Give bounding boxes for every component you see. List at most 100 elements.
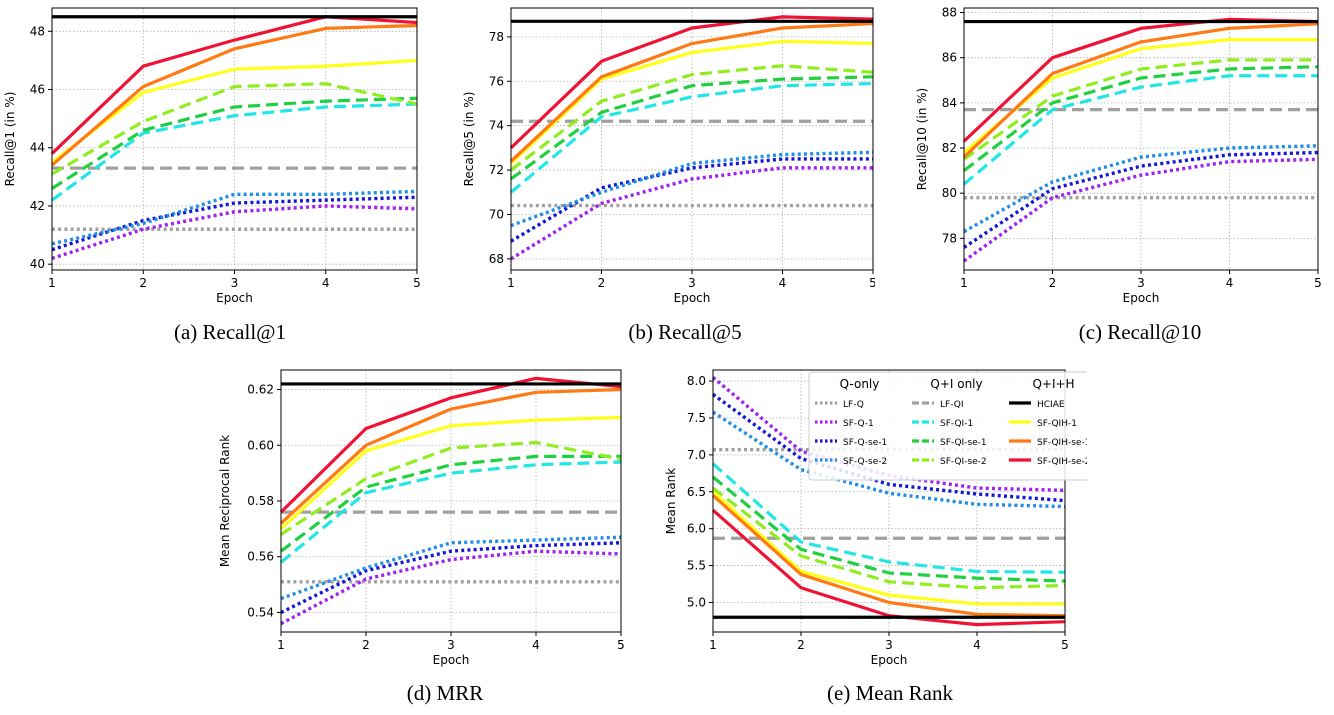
legend: Q-only LF-Q SF-Q-1 SF-Q-se-1 SF-Q-se-2 Q+I on… — [808, 371, 1110, 481]
chart-recall-at-10: 1 2 3 4 5 78 80 82 84 86 88 Epoch Recall@10 (in %) — [915, 6, 1322, 305]
x-tick-label: 3 — [885, 638, 893, 652]
x-tick-label: 4 — [322, 276, 330, 290]
legend-entry-label: SF-QI-se-2 — [940, 457, 987, 467]
series-line-sf-qih-se-2 — [509, 15, 874, 150]
caption-recall-at-5: (b) Recall@5 — [628, 320, 742, 344]
x-tick-label: 1 — [960, 276, 968, 290]
y-axis-label: Recall@5 (in %) — [462, 92, 476, 187]
y-tick-label: 0.54 — [247, 605, 274, 619]
series-line-sf-qih-se-2 — [279, 376, 622, 514]
chart-panel-mrr: 1 2 3 4 5 0.54 0.56 0.58 0.60 0.62 Epoch Mean Recip… — [205, 360, 635, 682]
y-tick-label: 6.0 — [687, 522, 706, 536]
caption-recall-at-1: (a) Recall@1 — [173, 320, 287, 344]
series-line-sf-q-1 — [51, 204, 418, 260]
chart-recall-at-5: 1 2 3 4 5 68 70 72 74 76 78 Epoch Recall@5 (in %) — [462, 7, 877, 305]
caption-recall-at-10: (c) Recall@10 — [1078, 320, 1202, 344]
legend-entry-label: SF-QI-1 — [940, 419, 973, 429]
y-tick-label: 46 — [30, 83, 45, 97]
x-tick-label: 2 — [598, 276, 606, 290]
series-line-sf-q-se-2 — [712, 410, 1066, 509]
y-tick-label: 7.0 — [687, 448, 706, 462]
x-tick-label: 1 — [507, 276, 515, 290]
legend-group-title: Q-only — [840, 377, 880, 391]
x-tick-label: 5 — [1314, 276, 1322, 290]
series-line-sf-q-se-2 — [510, 150, 874, 228]
x-tick-label: 5 — [1061, 638, 1069, 652]
x-tick-label: 2 — [797, 638, 805, 652]
y-tick-label: 0.62 — [247, 383, 274, 397]
series-line-sf-qi-se-2 — [280, 440, 622, 536]
y-tick-label: 78 — [489, 30, 504, 44]
series-line-sf-qih-1 — [51, 58, 418, 164]
series-group — [962, 17, 1319, 263]
legend-entry-label: SF-QIH-1 — [1037, 419, 1077, 429]
series-line-sf-qi-se-1 — [963, 65, 1319, 172]
y-tick-label: 76 — [489, 74, 504, 88]
caption-mrr: (d) MRR — [406, 681, 484, 705]
x-tick-label: 1 — [48, 276, 56, 290]
x-tick-label: 4 — [973, 638, 981, 652]
series-line-sf-q-1 — [963, 157, 1319, 263]
y-tick-label: 8.0 — [687, 374, 706, 388]
series-line-sf-qih-se-2 — [50, 15, 418, 155]
legend-group-title: Q+I only — [930, 377, 982, 391]
x-tick-label: 2 — [1049, 276, 1057, 290]
series-line-sf-q-se-1 — [711, 392, 1066, 503]
series-line-sf-q-se-2 — [963, 144, 1319, 234]
series-line-sf-qi-se-2 — [963, 58, 1318, 161]
y-axis-label: Mean Reciprocal Rank — [218, 435, 232, 567]
series-line-sf-qih-se-1 — [962, 22, 1319, 159]
y-tick-label: 74 — [489, 119, 504, 133]
legend-entry-label: SF-Q-se-1 — [843, 438, 887, 448]
y-tick-label: 70 — [489, 207, 504, 221]
y-tick-label: 48 — [30, 24, 45, 38]
x-tick-label: 3 — [231, 276, 239, 290]
x-axis-label: Epoch — [1123, 291, 1160, 305]
y-axis-label: Recall@10 (in %) — [915, 88, 929, 190]
series-line-sf-q-1 — [510, 166, 873, 261]
y-tick-label: 0.58 — [247, 494, 274, 508]
series-line-sf-q-se-1 — [280, 541, 622, 615]
x-axis-label: Epoch — [871, 653, 908, 667]
series-line-sf-qih-1 — [279, 415, 622, 531]
y-tick-label: 7.5 — [687, 411, 706, 425]
chart-mean-rank: 1 2 3 4 5 5.0 5.5 6.0 6.5 7.0 7.5 8.0 Epoch Mean Rank… — [664, 369, 1110, 667]
series-line-sf-qi-se-2 — [712, 486, 1066, 590]
x-tick-label: 3 — [688, 276, 696, 290]
x-axis-label: Epoch — [433, 653, 470, 667]
series-group — [509, 15, 874, 261]
x-tick-label: 1 — [277, 638, 285, 652]
x-tick-label: 2 — [139, 276, 147, 290]
series-line-sf-qih-1 — [711, 490, 1065, 606]
legend-entry-label: SF-Q-se-2 — [843, 457, 887, 467]
legend-entry-label: SF-QIH-se-1 — [1037, 438, 1087, 448]
series-line-sf-qi-se-1 — [510, 75, 874, 181]
caption-mean-rank: (e) Mean Rank — [827, 681, 953, 705]
series-line-sf-qi-se-2 — [510, 64, 874, 172]
x-tick-label: 1 — [709, 638, 717, 652]
chart-panel-recall-at-1: 1 2 3 4 5 40 42 44 46 48 Epoch Recall@1 (in %) — [0, 0, 430, 324]
series-line-sf-q-se-1 — [510, 157, 873, 243]
series-line-sf-qi-1 — [711, 462, 1066, 574]
chart-recall-at-1: 1 2 3 4 5 40 42 44 46 48 Epoch Recall@1 (in %) — [3, 7, 421, 305]
y-tick-label: 78 — [942, 231, 957, 245]
series-line-sf-qi-1 — [509, 81, 874, 194]
x-tick-label: 4 — [779, 276, 787, 290]
x-tick-label: 3 — [1137, 276, 1145, 290]
legend-entry-label: HCIAE — [1037, 400, 1065, 410]
y-tick-label: 80 — [942, 186, 957, 200]
series-group — [279, 376, 622, 626]
chart-panel-recall-at-5: 1 2 3 4 5 68 70 72 74 76 78 Epoch Recall@5 (in %) — [445, 0, 877, 324]
legend-entry-label: SF-QI-se-1 — [940, 438, 987, 448]
legend-entry-label: SF-Q-1 — [843, 419, 874, 429]
series-line-sf-qi-1 — [962, 74, 1318, 186]
x-tick-label: 3 — [447, 638, 455, 652]
series-line-sf-qi-se-1 — [51, 96, 418, 190]
series-group — [711, 376, 1066, 627]
x-tick-label: 5 — [617, 638, 625, 652]
series-line-sf-qi-se-1 — [711, 475, 1066, 583]
legend-group-title: Q+I+H — [1032, 377, 1074, 391]
x-tick-label: 5 — [413, 276, 421, 290]
series-line-sf-q-1 — [280, 549, 622, 626]
y-tick-label: 0.60 — [247, 438, 274, 452]
